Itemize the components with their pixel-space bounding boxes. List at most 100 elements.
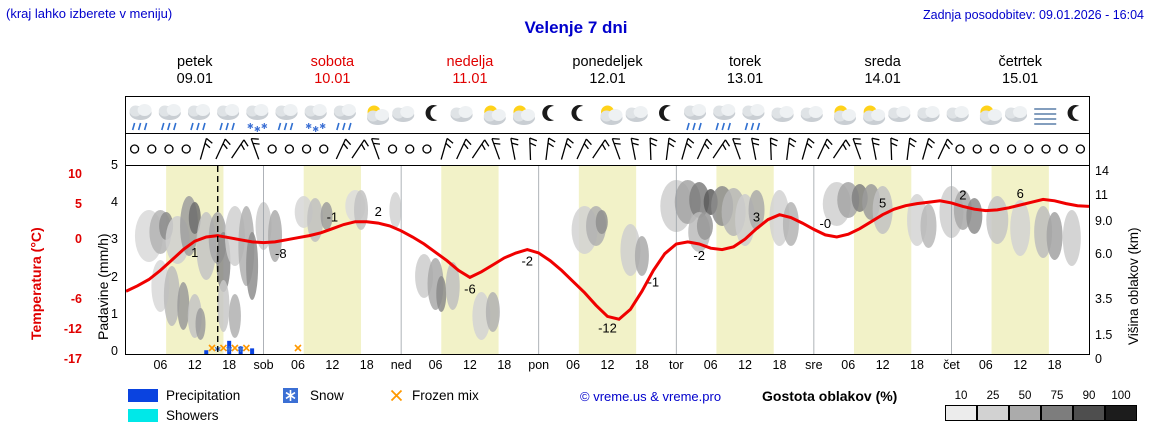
frozen-mix-marker — [208, 344, 216, 352]
wind-calm-marker — [129, 144, 140, 154]
day-name: četrtek — [998, 54, 1042, 70]
x-tick-19: sre — [805, 358, 823, 372]
frozen-mix-marker — [231, 344, 239, 352]
wind-calm-marker — [1006, 144, 1017, 154]
wind-barb — [786, 137, 797, 160]
day-header-3: ponedeljek 12.01 — [528, 54, 688, 88]
precipitation-axis-label: Padavine (mm/h) — [95, 233, 111, 340]
wind-barb — [937, 138, 954, 160]
day-header-2: nedelja 11.01 — [390, 54, 550, 88]
density-label-100: 100 — [1111, 390, 1131, 402]
cloud-tick-3: 6.0 — [1095, 247, 1113, 261]
frozen-mix-marker — [219, 344, 228, 352]
x-tick-3: sob — [253, 358, 274, 372]
wind-barb — [335, 138, 352, 160]
wind-barb — [696, 138, 713, 160]
x-tick-1: 12 — [187, 358, 202, 372]
temp-label: -12 — [598, 320, 617, 335]
temp-label: 5 — [879, 196, 886, 211]
x-tick-6: 18 — [359, 358, 374, 372]
cloud-blob — [1062, 210, 1081, 266]
cloud-blob — [595, 210, 608, 234]
x-tick-5: 12 — [325, 358, 340, 372]
day-name: petek — [177, 54, 213, 70]
showers-legend-label: Showers — [166, 408, 219, 423]
precip-tick-0: 5 — [111, 158, 118, 172]
x-tick-22: 18 — [910, 358, 924, 372]
weather-icon-moon — [542, 105, 555, 121]
precip-bar — [250, 348, 255, 354]
weather-icon-cloud — [917, 106, 940, 122]
temp-label: -6 — [464, 281, 476, 296]
x-tick-18: 18 — [772, 358, 787, 372]
cloud-blob — [268, 210, 283, 262]
cloud-blob — [195, 308, 206, 340]
day-name: nedelja — [446, 54, 494, 70]
wind-barb — [681, 137, 695, 160]
day-header-4: torek 13.01 — [665, 54, 825, 88]
day-name: sobota — [310, 54, 355, 70]
x-tick-0: 06 — [153, 358, 168, 372]
wind-barb — [817, 138, 833, 160]
wind-barb-band — [125, 134, 1090, 165]
x-tick-14: 18 — [634, 358, 649, 372]
snow-marker — [237, 346, 244, 352]
x-tick-20: 06 — [841, 358, 856, 372]
precip-tick-4: 1 — [111, 306, 118, 321]
weather-icon-snow — [246, 104, 269, 133]
x-tick-4: 06 — [291, 358, 305, 372]
cloud-tick-1: 11 — [1095, 188, 1108, 202]
copyright-link[interactable]: © vreme.us & vreme.pro — [580, 389, 722, 404]
day-header-1: sobota 10.01 — [252, 54, 412, 88]
weather-icon-cloud — [450, 106, 473, 122]
wind-barb — [471, 139, 490, 159]
x-tick-10: 18 — [497, 358, 512, 372]
cloud-blob — [445, 262, 460, 310]
wind-barb — [199, 137, 213, 160]
x-tick-9: 12 — [462, 358, 477, 372]
cloud-blob — [689, 182, 710, 218]
x-tick-21: 12 — [875, 358, 890, 372]
frozen-mix-swatch — [390, 389, 403, 407]
cloud-blob — [307, 198, 324, 242]
temp-tick-1: 5 — [75, 197, 82, 211]
wind-calm-marker — [1075, 144, 1086, 154]
cloud-blob — [1010, 200, 1031, 256]
temp-label: 2 — [375, 204, 382, 219]
weather-icon-moon — [425, 105, 438, 121]
wind-barb — [529, 137, 538, 161]
weather-icon-sun — [512, 105, 535, 125]
temp-label: 3 — [753, 210, 760, 225]
precipitation-legend-label: Precipitation — [166, 388, 241, 403]
x-tick-2: 18 — [222, 358, 237, 372]
frozen-mix-marker — [294, 344, 302, 352]
x-tick-16: 06 — [703, 358, 718, 372]
cloud-blob — [696, 212, 713, 240]
day-header-0: petek 09.01 — [115, 54, 275, 88]
cloud-blob — [748, 190, 765, 230]
wind-calm-marker — [989, 144, 1000, 154]
day-name: ponedeljek — [572, 54, 643, 70]
cloud-blob — [217, 280, 230, 332]
temp-label: -8 — [275, 246, 287, 261]
x-tick-15: tor — [668, 358, 684, 372]
grid-lines — [263, 166, 952, 354]
temp-tick-0: 10 — [68, 167, 82, 181]
cloud-tick-0: 14 — [1095, 164, 1109, 178]
cloud-blob — [986, 196, 1009, 244]
temp-label: -2 — [693, 248, 705, 263]
wind-barb — [231, 139, 249, 159]
snowflake-icon — [285, 390, 296, 401]
day-header-6: četrtek 15.01 — [940, 54, 1100, 88]
weather-icon-sun — [483, 105, 506, 125]
wind-barb — [921, 137, 935, 160]
cloud-tick-2: 9.0 — [1095, 214, 1113, 228]
wind-barb — [215, 138, 231, 160]
temp-tick-2: 0 — [75, 232, 82, 246]
day-date: 13.01 — [726, 71, 764, 87]
location-note: (kraj lahko izberete v meniju) — [6, 6, 173, 21]
weather-icon-rain — [713, 104, 736, 131]
wind-barb — [801, 137, 815, 160]
density-swatch-50 — [1009, 405, 1041, 421]
weather-icon-cloud — [771, 106, 794, 122]
